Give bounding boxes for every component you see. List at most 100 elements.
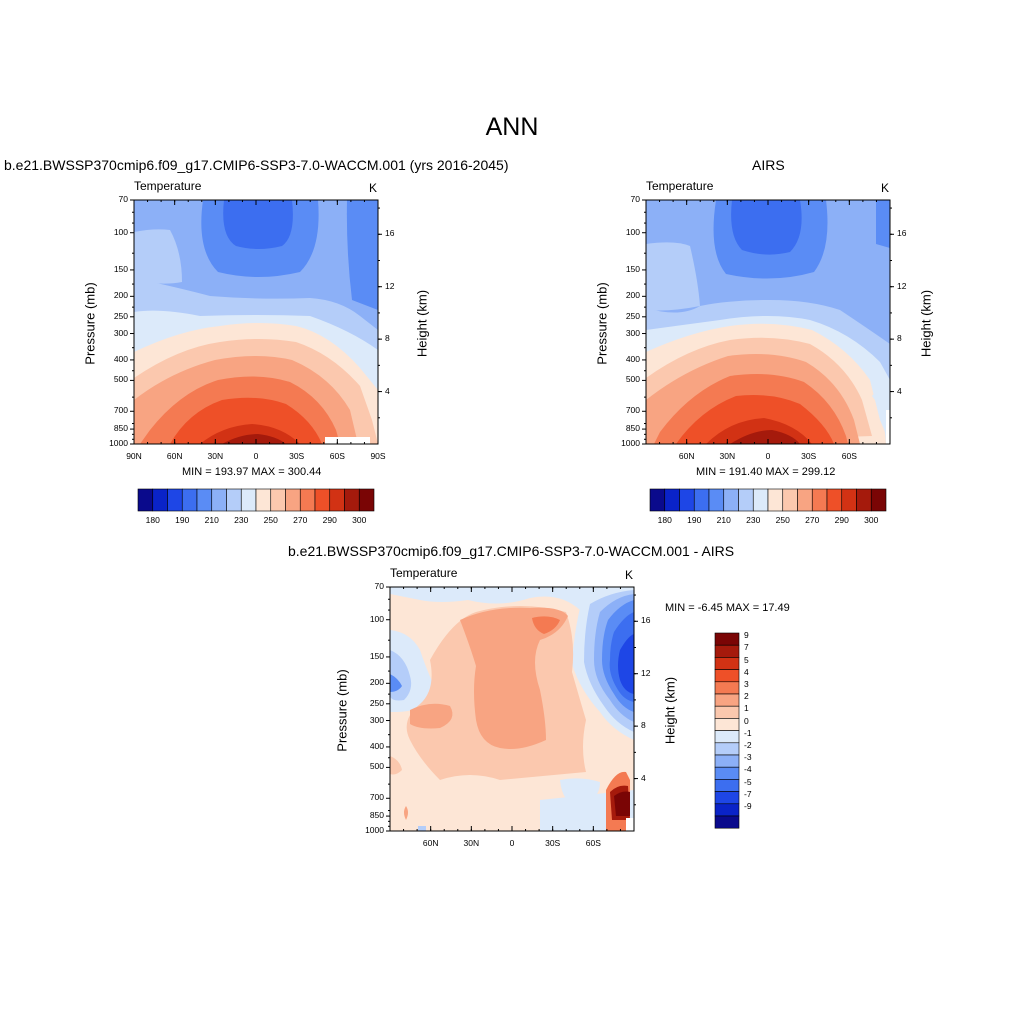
xtick-label: 30N bbox=[719, 451, 736, 461]
xtick-label: 0 bbox=[509, 838, 515, 848]
ytick-label: 850 bbox=[113, 423, 128, 434]
colorbar-swatch bbox=[714, 644, 740, 658]
panel-3-variable: Temperature bbox=[390, 566, 458, 580]
ytick-label: 1000 bbox=[621, 438, 640, 448]
ytick-label: 700 bbox=[113, 405, 128, 416]
xtick-label: 60S bbox=[329, 451, 345, 461]
colorbar-swatch bbox=[649, 488, 666, 512]
colorbar-label: -5 bbox=[744, 776, 752, 787]
colorbar-swatch bbox=[226, 488, 242, 512]
ytick-label: 400 bbox=[369, 740, 384, 751]
colorbar-swatch bbox=[714, 632, 740, 646]
ytick-label: 100 bbox=[369, 613, 384, 624]
colorbar-swatch bbox=[714, 815, 740, 829]
colorbar-swatch bbox=[723, 488, 739, 512]
colorbar-label: -7 bbox=[744, 788, 752, 799]
colorbar-swatch bbox=[714, 657, 740, 670]
ytick-label: 250 bbox=[625, 310, 640, 321]
panel-2-stats: MIN = 191.40 MAX = 299.12 bbox=[696, 466, 836, 478]
ytick-label: 850 bbox=[369, 810, 384, 821]
colorbar-swatch bbox=[679, 488, 695, 512]
panel-2-plot bbox=[645, 199, 891, 445]
colorbar-label: 190 bbox=[687, 515, 702, 525]
y2tick-label: 16 bbox=[385, 228, 395, 239]
xtick-label: 90S bbox=[370, 451, 386, 461]
colorbar-label: 0 bbox=[744, 715, 749, 726]
xtick-label: 30N bbox=[463, 838, 480, 848]
colorbar-swatch bbox=[329, 488, 345, 512]
colorbar-label: -3 bbox=[744, 752, 752, 763]
panel-2-units: K bbox=[881, 181, 890, 195]
ytick-label: 1000 bbox=[109, 438, 128, 448]
xtick-label: 60N bbox=[166, 451, 183, 461]
colorbar-swatch bbox=[344, 488, 360, 512]
xtick-label: 30S bbox=[289, 451, 305, 461]
colorbar-label: 300 bbox=[352, 515, 367, 525]
ytick-label: 250 bbox=[113, 310, 128, 321]
ytick-label: 70 bbox=[630, 194, 640, 204]
colorbar-label: 1 bbox=[744, 703, 749, 714]
figure-title: ANN bbox=[485, 113, 539, 141]
y2tick-label: 4 bbox=[641, 772, 646, 783]
panel-2-variable: Temperature bbox=[646, 179, 714, 193]
ytick-label: 100 bbox=[113, 226, 128, 237]
y2tick-label: 12 bbox=[385, 280, 395, 291]
colorbar-swatch bbox=[714, 742, 740, 756]
y2tick-label: 16 bbox=[897, 228, 907, 239]
colorbar-label: 5 bbox=[744, 654, 749, 665]
colorbar-swatch bbox=[358, 488, 375, 512]
xtick-label: 60S bbox=[585, 838, 601, 848]
colorbar-swatch bbox=[738, 488, 754, 512]
y2tick-label: 4 bbox=[385, 385, 390, 396]
colorbar-label: -4 bbox=[744, 764, 752, 775]
colorbar-label: 180 bbox=[145, 515, 160, 525]
colorbar-swatch bbox=[714, 766, 740, 780]
colorbar-swatch bbox=[255, 488, 272, 512]
colorbar-label: 3 bbox=[744, 679, 749, 689]
ytick-label: 150 bbox=[369, 650, 384, 661]
y2tick-label: 8 bbox=[641, 720, 646, 731]
ytick-label: 500 bbox=[625, 374, 640, 385]
colorbar-swatch bbox=[826, 488, 843, 512]
ytick-label: 200 bbox=[369, 677, 384, 688]
colorbar-swatch bbox=[714, 669, 740, 683]
colorbar-swatch bbox=[811, 488, 828, 512]
axes-ticks bbox=[130, 199, 894, 832]
colorbar-label: 230 bbox=[746, 515, 761, 525]
panel-1-title: b.e21.BWSSP370cmip6.f09_g17.CMIP6-SSP3-7… bbox=[4, 157, 509, 173]
colorbar-label: 230 bbox=[234, 515, 249, 525]
colorbar-label: -9 bbox=[744, 801, 752, 811]
colorbar-swatch bbox=[196, 488, 213, 512]
y2tick-label: 16 bbox=[641, 615, 651, 626]
panel-1-variable: Temperature bbox=[134, 179, 202, 193]
ytick-label: 500 bbox=[113, 374, 128, 385]
ytick-label: 200 bbox=[625, 290, 640, 301]
panel-2-title: AIRS bbox=[752, 157, 785, 173]
colorbar-swatch bbox=[714, 705, 740, 719]
y2tick-label: 8 bbox=[385, 333, 390, 344]
colorbar-swatch bbox=[285, 488, 301, 512]
colorbar-swatch bbox=[708, 488, 725, 512]
colorbar-swatch bbox=[714, 693, 740, 707]
ytick-label: 70 bbox=[118, 194, 128, 204]
colorbar-label: 250 bbox=[775, 515, 790, 525]
ytick-label: 700 bbox=[625, 405, 640, 416]
xtick-label: 30S bbox=[545, 838, 561, 848]
panel-1-y2label: Height (km) bbox=[414, 289, 430, 358]
colorbar-label: -1 bbox=[744, 727, 752, 738]
colorbar-swatch bbox=[211, 488, 227, 512]
colorbar-label: 4 bbox=[744, 666, 749, 677]
xtick-label: 60S bbox=[841, 451, 857, 461]
colorbar-label: 300 bbox=[864, 515, 879, 525]
panel-1-stats: MIN = 193.97 MAX = 300.44 bbox=[182, 466, 322, 478]
colorbar-swatch bbox=[841, 488, 857, 512]
panel-2-y2label: Height (km) bbox=[918, 289, 934, 358]
colorbar-swatch bbox=[714, 681, 740, 695]
colorbar-label: 7 bbox=[744, 642, 749, 653]
ytick-label: 100 bbox=[625, 226, 640, 237]
y2tick-label: 12 bbox=[641, 667, 651, 678]
panel-3-units: K bbox=[625, 568, 634, 582]
colorbar-swatch bbox=[181, 488, 198, 512]
colorbar-swatch bbox=[152, 488, 168, 512]
ytick-label: 150 bbox=[113, 263, 128, 274]
